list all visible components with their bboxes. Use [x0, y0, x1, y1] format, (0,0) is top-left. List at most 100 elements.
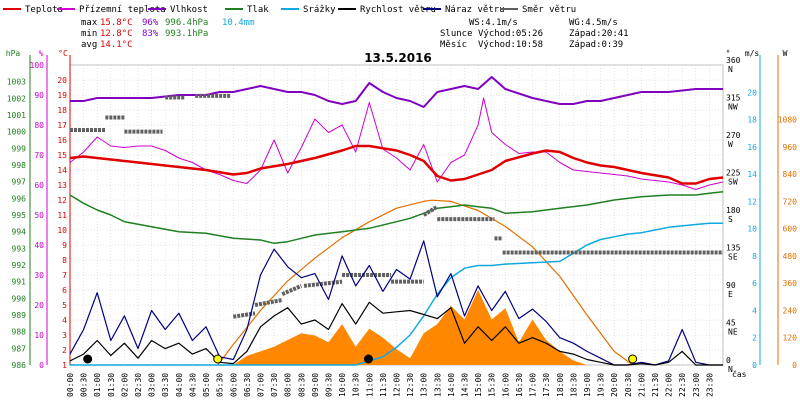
series-rain [70, 222, 723, 366]
dir-tick-label: W [728, 140, 733, 149]
press-tick: 987 [12, 344, 27, 353]
x-tick: 05:00 [202, 373, 211, 397]
series-ground-temp [69, 97, 724, 190]
rad-tick: 720 [783, 197, 798, 206]
x-tick: 19:00 [583, 373, 592, 397]
x-tick: 15:00 [474, 373, 483, 397]
legend-label: Srážky [303, 5, 336, 15]
x-tick: 08:30 [297, 373, 306, 397]
press-tick: 989 [12, 311, 27, 320]
x-axis-ticks: 00:00 00:30 01:00 01:30 02:00 02:30 03:00 03:30… [66, 373, 714, 397]
stat-rain-total: 10.4mm [222, 18, 255, 28]
temp-unit: °C [58, 49, 68, 58]
temp-tick: 6 [62, 286, 67, 295]
stats-block: max 15.8°C 96% 996.4hPa 10.4mm min 12.8°… [81, 18, 629, 50]
legend-label: Přízemní teplota [79, 5, 166, 15]
temp-tick: 18 [57, 106, 67, 115]
hum-tick: 30 [34, 271, 44, 280]
dir-tick-label: N [728, 365, 733, 374]
dir-tick-label: NE [728, 328, 738, 337]
dir-tick: 360 [726, 56, 741, 65]
x-tick: 22:00 [665, 373, 674, 397]
x-tick: 07:00 [256, 373, 265, 397]
dir-tick: 45 [726, 319, 736, 328]
stat-min-temp: 12.8°C [100, 29, 133, 39]
wind-tick: 8 [752, 252, 757, 261]
series-humidity [70, 76, 723, 108]
x-tick: 15:30 [488, 373, 497, 397]
dir-tick: 270 [726, 131, 741, 140]
stat-moon-set: Západ:0:39 [569, 40, 623, 50]
legend: Teplota Přízemní teplota Vlhkost Tlak Srážky… [3, 5, 576, 15]
wind-tick: 6 [752, 279, 757, 288]
x-tick: 16:00 [501, 373, 510, 397]
wind-tick: 14 [747, 170, 757, 179]
x-tick: 11:30 [379, 373, 388, 397]
dir-tick: 135 [726, 244, 741, 253]
x-tick: 06:30 [243, 373, 252, 397]
wind-tick: 4 [752, 306, 757, 315]
x-tick: 18:30 [569, 373, 578, 397]
x-tick: 02:00 [120, 373, 129, 397]
dir-tick-label: N [728, 65, 733, 74]
x-tick: 14:00 [447, 373, 456, 397]
x-tick: 03:00 [148, 373, 157, 397]
rad-tick: 600 [783, 225, 798, 234]
press-unit: hPa [6, 49, 21, 58]
x-tick: 23:30 [705, 373, 714, 397]
x-tick: 05:30 [216, 373, 225, 397]
stat-min-label: min [81, 29, 97, 39]
press-tick: 995 [12, 211, 27, 220]
x-tick: 12:30 [406, 373, 415, 397]
x-tick: 18:00 [556, 373, 565, 397]
press-tick: 986 [12, 361, 27, 370]
wind-tick: 10 [747, 225, 757, 234]
press-tick: 1002 [7, 94, 26, 103]
temp-tick: 4 [62, 316, 67, 325]
press-tick: 996 [12, 194, 27, 203]
temp-tick: 8 [62, 256, 67, 265]
x-tick: 04:30 [188, 373, 197, 397]
hum-tick: 100 [30, 61, 45, 70]
press-tick: 994 [12, 228, 27, 237]
x-tick: 22:30 [678, 373, 687, 397]
press-tick: 990 [12, 294, 27, 303]
x-tick: 10:00 [338, 373, 347, 397]
press-tick: 997 [12, 178, 27, 187]
press-tick: 998 [12, 161, 27, 170]
x-tick: 06:00 [229, 373, 238, 397]
sun-marker [628, 354, 638, 364]
stat-min-press: 993.1hPa [165, 29, 208, 39]
x-tick: 07:30 [270, 373, 279, 397]
x-tick: 08:00 [284, 373, 293, 397]
stat-wg: WG:4.5m/s [569, 18, 618, 28]
temp-tick: 17 [57, 121, 67, 130]
temp-tick: 14 [57, 166, 67, 175]
x-tick: 21:30 [651, 373, 660, 397]
legend-label: Směr větru [522, 5, 576, 15]
x-tick: 02:30 [134, 373, 143, 397]
stat-avg-label: avg [81, 40, 97, 50]
dir-tick: 0 [726, 356, 731, 365]
x-tick: 16:30 [515, 373, 524, 397]
x-tick: 12:00 [393, 373, 402, 397]
x-tick: 23:00 [692, 373, 701, 397]
series-pressure [69, 190, 724, 245]
stat-moon-rise: Východ:10:58 [478, 40, 543, 50]
stat-max-temp: 15.8°C [100, 18, 133, 28]
x-axis-label: čas [732, 369, 747, 379]
press-tick: 988 [12, 328, 27, 337]
rad-unit: W [783, 49, 788, 58]
legend-label: Rychlost větru [360, 5, 436, 15]
wind-unit: m/s [745, 49, 760, 58]
x-tick: 13:00 [420, 373, 429, 397]
stat-max-label: max [81, 18, 98, 28]
x-tick: 17:30 [542, 373, 551, 397]
x-tick: 10:30 [352, 373, 361, 397]
wind-tick: 0 [752, 361, 757, 370]
temp-tick: 7 [62, 271, 67, 280]
hum-tick: 80 [34, 121, 44, 130]
temp-tick: 13 [57, 181, 67, 190]
temp-tick: 11 [57, 211, 67, 220]
